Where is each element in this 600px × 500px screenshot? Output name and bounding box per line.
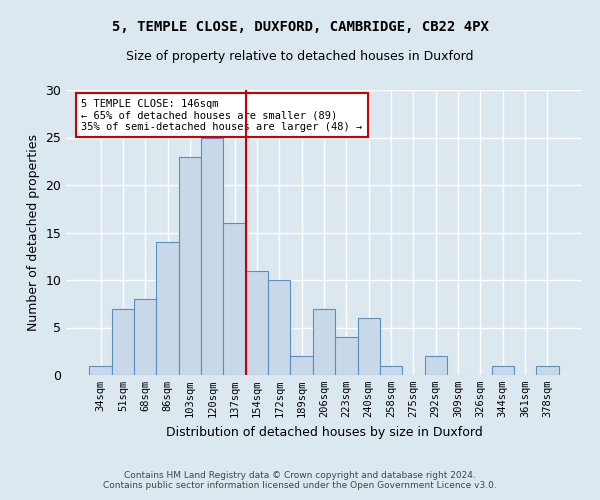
Text: Size of property relative to detached houses in Duxford: Size of property relative to detached ho… [126, 50, 474, 63]
Bar [223, 223, 246, 375]
Bar [491, 366, 514, 375]
Text: 5 TEMPLE CLOSE: 146sqm
← 65% of detached houses are smaller (89)
35% of semi-det: 5 TEMPLE CLOSE: 146sqm ← 65% of detached… [82, 98, 363, 132]
Bar [89, 366, 112, 375]
Bar [536, 366, 559, 375]
Bar [134, 299, 157, 375]
Text: Contains HM Land Registry data © Crown copyright and database right 2024.
Contai: Contains HM Land Registry data © Crown c… [103, 470, 497, 490]
Bar [425, 356, 447, 375]
Bar [246, 270, 268, 375]
Bar [335, 337, 358, 375]
Text: 5, TEMPLE CLOSE, DUXFORD, CAMBRIDGE, CB22 4PX: 5, TEMPLE CLOSE, DUXFORD, CAMBRIDGE, CB2… [112, 20, 488, 34]
Bar [201, 138, 223, 375]
Bar [268, 280, 290, 375]
Bar [358, 318, 380, 375]
X-axis label: Distribution of detached houses by size in Duxford: Distribution of detached houses by size … [166, 426, 482, 438]
Bar [313, 308, 335, 375]
Bar [157, 242, 179, 375]
Bar [179, 156, 201, 375]
Bar [290, 356, 313, 375]
Bar [112, 308, 134, 375]
Bar [380, 366, 402, 375]
Y-axis label: Number of detached properties: Number of detached properties [27, 134, 40, 331]
